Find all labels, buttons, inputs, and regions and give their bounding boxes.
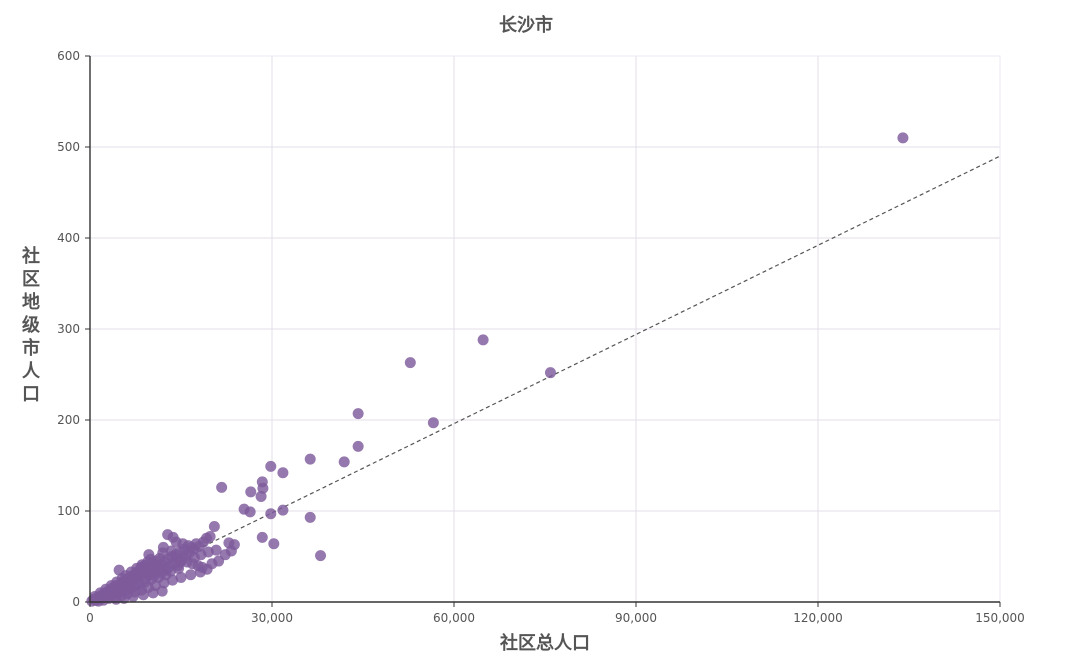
y-tick-label: 200	[57, 413, 80, 427]
data-point	[223, 537, 235, 549]
data-point	[256, 531, 268, 543]
x-tick-label: 90,000	[615, 611, 657, 625]
trendline	[89, 155, 1001, 603]
data-point	[544, 367, 556, 379]
data-point	[156, 567, 168, 579]
data-point	[140, 572, 152, 584]
data-point	[277, 467, 289, 479]
trendline-layer	[89, 155, 1001, 603]
data-point	[185, 569, 197, 581]
data-point	[897, 132, 909, 144]
data-point	[156, 585, 168, 597]
data-point	[277, 504, 289, 516]
y-tick-label: 400	[57, 231, 80, 245]
data-point	[245, 486, 257, 498]
data-point	[404, 357, 416, 369]
data-point	[208, 520, 220, 532]
data-point	[147, 587, 159, 599]
data-point	[427, 417, 439, 429]
points-layer	[86, 132, 909, 607]
data-point	[163, 561, 175, 573]
x-tick-label: 30,000	[251, 611, 293, 625]
x-tick-label: 150,000	[975, 611, 1025, 625]
data-point	[265, 508, 277, 520]
x-axis-title: 社区总人口	[500, 632, 590, 654]
x-tick-labels: 0 30,000 60,000 90,000 120,000 150,000	[86, 602, 1025, 625]
x-tick-label: 120,000	[793, 611, 843, 625]
data-point	[167, 574, 179, 586]
data-point	[257, 482, 269, 494]
data-point	[352, 440, 364, 452]
data-point	[216, 481, 228, 493]
data-point	[265, 460, 277, 472]
data-point	[172, 560, 184, 572]
data-point	[157, 547, 169, 559]
data-point	[477, 334, 489, 346]
data-point	[110, 593, 122, 605]
data-point	[255, 490, 267, 502]
data-point	[268, 538, 280, 550]
data-point	[137, 589, 149, 601]
x-tick-label: 60,000	[433, 611, 475, 625]
y-tick-labels: 0 100 200 300 400 500 600	[57, 49, 90, 609]
data-point	[158, 577, 170, 589]
data-point	[193, 540, 205, 552]
gridlines	[90, 55, 1001, 602]
y-tick-label: 500	[57, 140, 80, 154]
y-tick-label: 100	[57, 504, 80, 518]
data-point	[315, 550, 327, 562]
data-point	[170, 536, 182, 548]
data-point	[304, 453, 316, 465]
x-tick-label: 0	[86, 611, 94, 625]
y-tick-label: 600	[57, 49, 80, 63]
y-tick-label: 300	[57, 322, 80, 336]
data-point	[244, 506, 256, 518]
data-point	[352, 408, 364, 420]
y-tick-label: 0	[72, 595, 80, 609]
data-point	[304, 511, 316, 523]
data-point	[194, 566, 206, 578]
chart-title: 长沙市	[499, 14, 553, 36]
data-point	[92, 595, 104, 607]
y-axis-title: 社区地级市人口	[22, 245, 41, 405]
data-point	[338, 456, 350, 468]
data-point	[132, 578, 144, 590]
data-point	[175, 571, 187, 583]
